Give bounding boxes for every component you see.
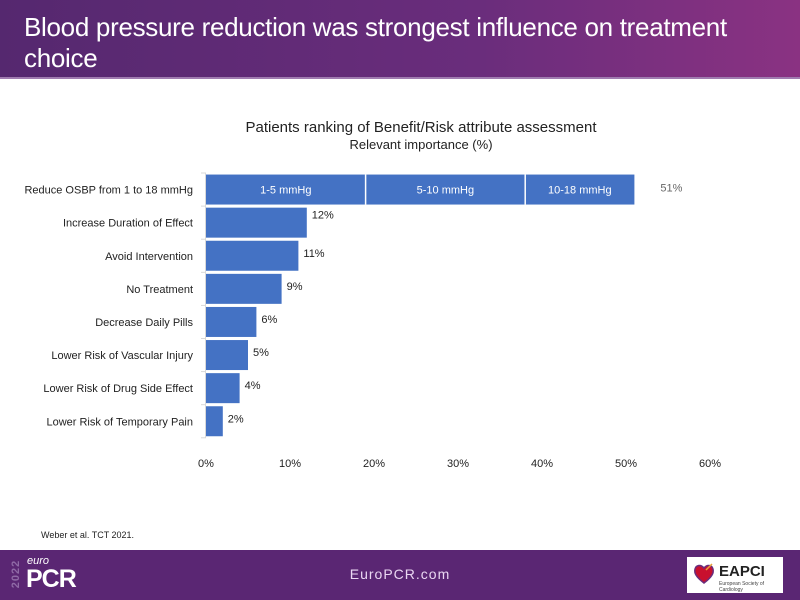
bar-segment	[206, 174, 366, 205]
bar	[206, 273, 282, 304]
segment-label: 10-18 mmHg	[548, 185, 612, 197]
ticks-group: 0% 10% 20% 30% 40% 50% 60%	[198, 172, 721, 470]
x-tick-label: 50%	[615, 458, 637, 470]
value-label: 9%	[287, 281, 303, 293]
segment-label: 1-5 mmHg	[260, 185, 311, 197]
bar	[206, 373, 240, 404]
x-tick-label: 20%	[363, 458, 385, 470]
footer-url: EuroPCR.com	[349, 566, 451, 582]
bars-group	[206, 174, 635, 437]
value-label: 2%	[228, 413, 244, 425]
x-tick-label: 10%	[279, 458, 301, 470]
category-label: Decrease Daily Pills	[95, 317, 193, 329]
logo-euro: euro	[27, 555, 50, 567]
bar-segment	[365, 174, 526, 205]
value-label: 11%	[303, 248, 324, 260]
bar-chart: Reduce OSBP from 1 to 18 mmHg 1-5 mmHg 5-1…	[24, 172, 721, 470]
category-label: Avoid Intervention	[105, 251, 193, 263]
labels-group: Reduce OSBP from 1 to 18 mmHg 1-5 mmHg 5-1…	[24, 183, 682, 429]
eapci-subtext: European Society of Cardiology	[719, 581, 765, 593]
x-tick-label: 30%	[447, 458, 469, 470]
x-tick-label: 0%	[198, 458, 214, 470]
segment-label: 5-10 mmHg	[417, 185, 474, 197]
slide-header: Blood pressure reduction was strongest i…	[0, 0, 800, 78]
x-tick-label: 40%	[531, 458, 553, 470]
heart-icon	[694, 563, 714, 584]
value-label: 51%	[660, 183, 682, 195]
eapci-logo: EAPCI European Society of Cardiology	[687, 557, 783, 593]
category-label: Increase Duration of Effect	[63, 218, 193, 230]
bar	[206, 340, 248, 371]
chart-subtitle: Relevant importance (%)	[349, 137, 493, 152]
value-label: 5%	[253, 347, 269, 359]
eapci-text: EAPCI	[719, 563, 765, 580]
bar	[206, 240, 299, 271]
bar-segment	[525, 174, 635, 205]
logo-year: 2022	[10, 559, 23, 589]
category-label: Lower Risk of Vascular Injury	[51, 350, 193, 362]
category-label: Lower Risk of Temporary Pain	[46, 416, 193, 428]
value-label: 12%	[312, 210, 334, 222]
value-label: 4%	[245, 380, 261, 392]
citation: Weber et al. TCT 2021.	[41, 530, 135, 540]
bar	[206, 207, 307, 238]
category-label: Lower Risk of Drug Side Effect	[43, 383, 193, 395]
bar	[206, 306, 257, 337]
europcr-logo: 2022 euro PCR	[8, 554, 98, 596]
x-tick-label: 60%	[699, 458, 721, 470]
chart-title: Patients ranking of Benefit/Risk attribu…	[245, 119, 597, 136]
category-label: No Treatment	[126, 284, 193, 296]
bar	[206, 406, 223, 437]
category-label: Reduce OSBP from 1 to 18 mmHg	[24, 185, 193, 197]
header-divider	[0, 77, 800, 79]
value-label: 6%	[261, 314, 277, 326]
logo-pcr: PCR	[26, 565, 77, 593]
footer-bar	[0, 550, 800, 600]
slide-title: Blood pressure reduction was strongest i…	[24, 12, 727, 73]
